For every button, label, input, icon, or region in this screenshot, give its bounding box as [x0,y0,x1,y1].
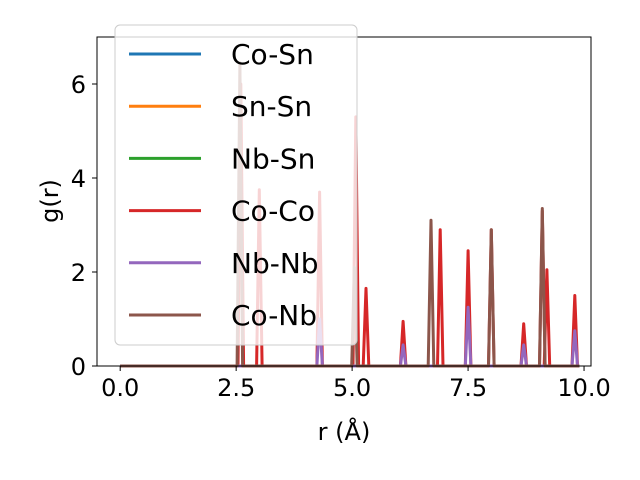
legend-label: Sn-Sn [231,90,312,123]
y-axis-label: g(r) [36,179,64,223]
y-tick-label: 0 [71,353,86,381]
legend-label: Nb-Sn [231,142,315,175]
legend-label: Co-Sn [231,38,314,71]
series-line-nb-nb [120,305,580,368]
legend-label: Nb-Nb [231,247,319,280]
y-axis-ticks: 0 2 4 6 [71,71,97,381]
y-tick-label: 4 [71,165,86,193]
x-tick-label: 7.5 [449,374,487,402]
x-axis-label: r (Å) [318,417,371,446]
legend: Co-Sn Sn-Sn Nb-Sn Co-Co Nb-Nb Co-Nb [114,24,358,346]
x-axis-ticks: 0.0 2.5 5.0 7.5 10.0 [101,366,611,402]
legend-label: Co-Co [231,195,315,228]
y-tick-label: 6 [71,71,86,99]
x-tick-label: 2.5 [217,374,255,402]
legend-frame [114,24,358,346]
x-tick-label: 10.0 [557,374,610,402]
x-tick-label: 0.0 [101,374,139,402]
y-tick-label: 2 [71,259,86,287]
legend-label: Co-Nb [231,299,317,332]
x-tick-label: 5.0 [333,374,371,402]
